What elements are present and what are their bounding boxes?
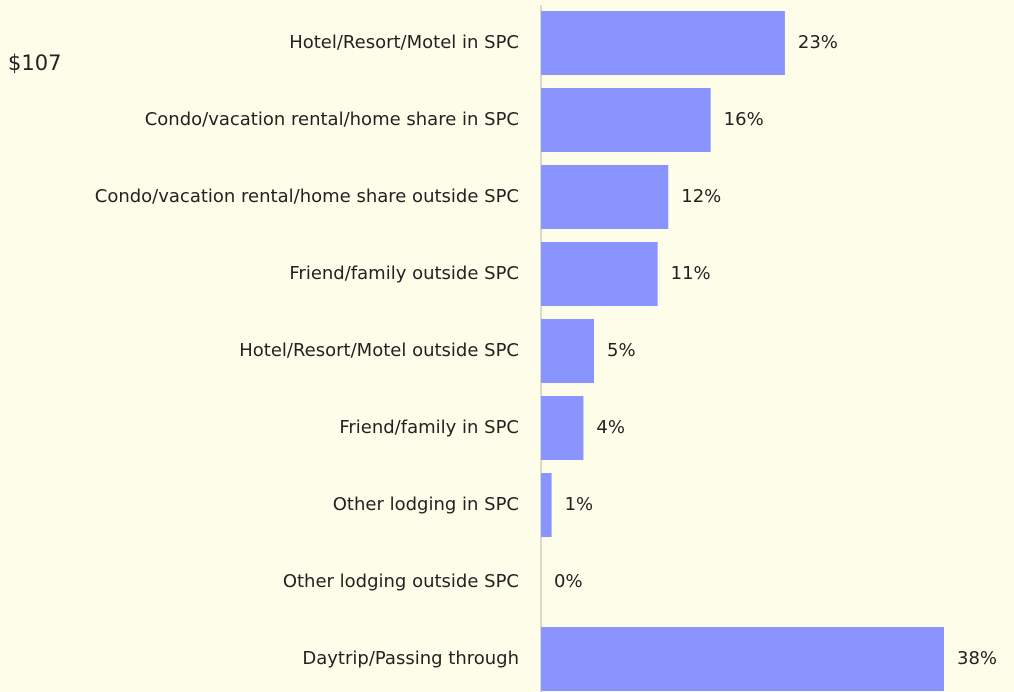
value-label: 5% — [607, 340, 636, 361]
category-label: Condo/vacation rental/home share outside… — [95, 186, 519, 207]
annotation: $107 — [8, 51, 61, 75]
bar — [541, 11, 785, 75]
bar — [541, 242, 658, 306]
bar — [541, 88, 711, 152]
value-label: 4% — [596, 417, 625, 438]
value-label: 11% — [671, 263, 711, 284]
category-label: Friend/family outside SPC — [289, 263, 519, 284]
category-label: Condo/vacation rental/home share in SPC — [145, 109, 519, 130]
value-label: 1% — [565, 494, 594, 515]
value-label: 0% — [554, 571, 583, 592]
category-label: Other lodging outside SPC — [283, 571, 519, 592]
category-label: Friend/family in SPC — [339, 417, 519, 438]
bar — [541, 165, 669, 229]
bar — [541, 473, 552, 537]
value-label: 12% — [681, 186, 721, 207]
category-label: Other lodging in SPC — [333, 494, 519, 515]
category-label: Hotel/Resort/Motel in SPC — [289, 32, 519, 53]
value-label: 23% — [798, 32, 838, 53]
value-label: 38% — [957, 648, 997, 669]
bar — [541, 319, 595, 383]
category-label: Hotel/Resort/Motel outside SPC — [239, 340, 519, 361]
bar — [541, 396, 584, 460]
value-label: 16% — [724, 109, 764, 130]
category-label: Daytrip/Passing through — [302, 648, 519, 669]
bar — [541, 627, 944, 691]
